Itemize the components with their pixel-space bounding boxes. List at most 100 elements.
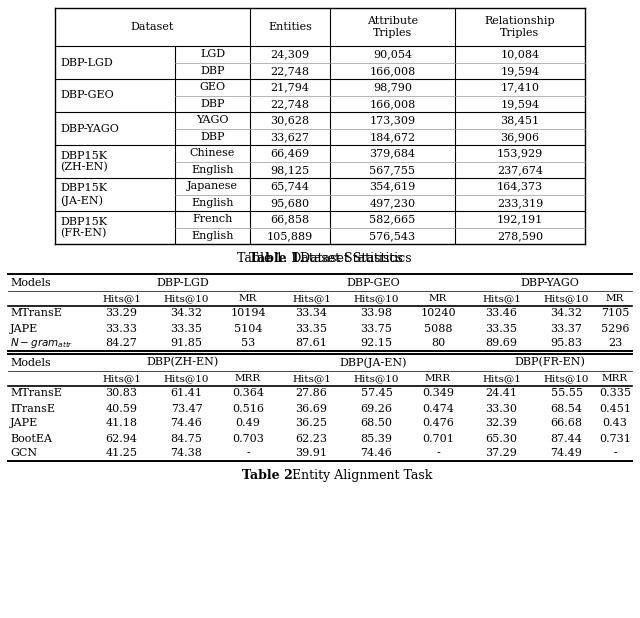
Text: 85.39: 85.39 [360, 433, 392, 444]
Text: 74.46: 74.46 [171, 418, 202, 428]
Text: 90,054: 90,054 [373, 49, 412, 59]
Text: 33,627: 33,627 [271, 132, 310, 142]
Text: 22,748: 22,748 [271, 99, 310, 109]
Text: 173,309: 173,309 [369, 115, 415, 125]
Text: 19,594: 19,594 [500, 66, 540, 76]
Text: MRR: MRR [425, 374, 451, 383]
Text: YAGO: YAGO [196, 115, 228, 125]
Text: MRR: MRR [235, 374, 261, 383]
Text: Models: Models [10, 277, 51, 287]
Text: 61.41: 61.41 [170, 389, 202, 399]
Text: Japanese: Japanese [187, 181, 238, 191]
Text: Hits@10: Hits@10 [354, 374, 399, 383]
Text: -: - [613, 449, 617, 459]
Text: Hits@1: Hits@1 [482, 294, 521, 303]
Text: 166,008: 166,008 [369, 66, 415, 76]
Text: MTransE: MTransE [10, 389, 62, 399]
Text: 92.15: 92.15 [360, 339, 392, 349]
Text: 33.30: 33.30 [486, 404, 518, 413]
Text: 33.33: 33.33 [106, 323, 138, 334]
Text: DBP-LGD: DBP-LGD [157, 277, 209, 287]
Text: 32.39: 32.39 [486, 418, 518, 428]
Text: 66,469: 66,469 [271, 148, 310, 158]
Text: Hits@10: Hits@10 [164, 294, 209, 303]
Text: 74.38: 74.38 [171, 449, 202, 459]
Text: 33.98: 33.98 [360, 308, 392, 318]
Text: 105,889: 105,889 [267, 231, 313, 241]
Text: 0.703: 0.703 [232, 433, 264, 444]
Text: Hits@10: Hits@10 [164, 374, 209, 383]
Text: 7105: 7105 [601, 308, 629, 318]
Text: 5296: 5296 [601, 323, 629, 334]
Text: 0.516: 0.516 [232, 404, 264, 413]
Text: DBP15K
(FR-EN): DBP15K (FR-EN) [60, 216, 107, 239]
Text: 10194: 10194 [230, 308, 266, 318]
Text: 69.26: 69.26 [360, 404, 392, 413]
Text: 10240: 10240 [420, 308, 456, 318]
Text: Table 1.: Table 1. [250, 252, 305, 265]
Text: 0.49: 0.49 [236, 418, 260, 428]
Text: 41.18: 41.18 [106, 418, 138, 428]
Text: 41.25: 41.25 [106, 449, 138, 459]
Text: Table 2.: Table 2. [242, 469, 297, 482]
Text: 33.37: 33.37 [550, 323, 582, 334]
Text: 278,590: 278,590 [497, 231, 543, 241]
Text: MR: MR [429, 294, 447, 303]
Text: 36.69: 36.69 [296, 404, 328, 413]
Text: Dataset Statistics: Dataset Statistics [296, 252, 412, 265]
Text: Attribute
Triples: Attribute Triples [367, 16, 418, 38]
Text: 22,748: 22,748 [271, 66, 310, 76]
Text: 192,191: 192,191 [497, 214, 543, 224]
Text: 19,594: 19,594 [500, 99, 540, 109]
Text: 95.83: 95.83 [550, 339, 582, 349]
Text: 166,008: 166,008 [369, 99, 415, 109]
Text: 34.32: 34.32 [170, 308, 202, 318]
Text: 36.25: 36.25 [296, 418, 328, 428]
Text: 582,665: 582,665 [369, 214, 415, 224]
Text: 33.34: 33.34 [296, 308, 328, 318]
Text: Hits@1: Hits@1 [102, 294, 141, 303]
Text: 354,619: 354,619 [369, 181, 415, 191]
Text: 34.32: 34.32 [550, 308, 582, 318]
Text: 89.69: 89.69 [486, 339, 518, 349]
Text: BootEA: BootEA [10, 433, 52, 444]
Text: 23: 23 [608, 339, 622, 349]
Text: DBP-LGD: DBP-LGD [60, 57, 113, 67]
Text: Entities: Entities [268, 22, 312, 32]
Text: Chinese: Chinese [190, 148, 235, 158]
Text: 39.91: 39.91 [296, 449, 328, 459]
Text: 0.335: 0.335 [599, 389, 631, 399]
Text: 33.35: 33.35 [296, 323, 328, 334]
Text: 184,672: 184,672 [369, 132, 415, 142]
Text: 65.30: 65.30 [486, 433, 518, 444]
Text: 233,319: 233,319 [497, 198, 543, 208]
Text: 53: 53 [241, 339, 255, 349]
Text: 379,684: 379,684 [369, 148, 415, 158]
Text: 10,084: 10,084 [500, 49, 540, 59]
Text: MR: MR [606, 294, 624, 303]
Text: 95,680: 95,680 [271, 198, 310, 208]
Text: Hits@10: Hits@10 [544, 374, 589, 383]
Text: MRR: MRR [602, 374, 628, 383]
Text: GCN: GCN [10, 449, 37, 459]
Text: JAPE: JAPE [10, 418, 38, 428]
Text: French: French [192, 214, 233, 224]
Text: DBP(JA-EN): DBP(JA-EN) [339, 357, 407, 368]
Text: DBP: DBP [200, 132, 225, 142]
Text: 33.29: 33.29 [106, 308, 138, 318]
Text: Hits@10: Hits@10 [354, 294, 399, 303]
Text: 0.731: 0.731 [599, 433, 631, 444]
Text: DBP: DBP [200, 99, 225, 109]
Text: 62.23: 62.23 [296, 433, 328, 444]
Text: Hits@1: Hits@1 [482, 374, 521, 383]
Text: 27.86: 27.86 [296, 389, 328, 399]
Text: GEO: GEO [200, 82, 225, 92]
Text: Hits@1: Hits@1 [292, 294, 331, 303]
Text: ITransE: ITransE [10, 404, 55, 413]
Text: 68.50: 68.50 [360, 418, 392, 428]
Text: Table 1.: Table 1. [292, 252, 348, 265]
Text: 24,309: 24,309 [271, 49, 310, 59]
Text: 65,744: 65,744 [271, 181, 310, 191]
Text: 38,451: 38,451 [500, 115, 540, 125]
Text: 98,790: 98,790 [373, 82, 412, 92]
